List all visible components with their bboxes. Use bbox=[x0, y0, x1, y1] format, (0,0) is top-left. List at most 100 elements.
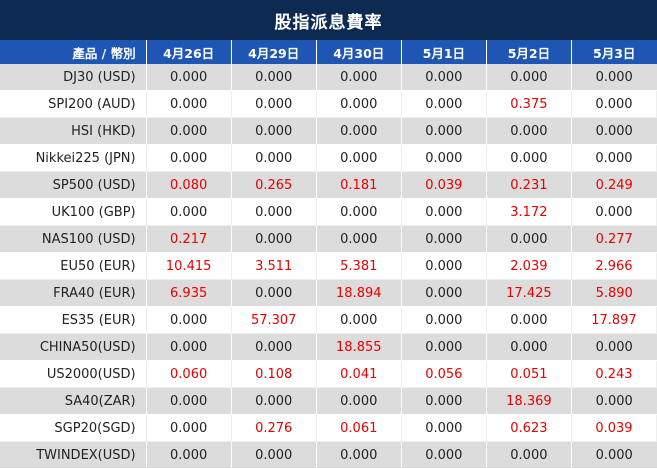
rate-cell: 5.381 bbox=[316, 252, 402, 280]
row-product-name: HSI (HKD) bbox=[0, 117, 147, 145]
rate-cell: 0.000 bbox=[401, 333, 487, 361]
rate-cell: 0.276 bbox=[231, 414, 317, 442]
rate-cell: 3.511 bbox=[231, 252, 317, 280]
rate-cell: 2.039 bbox=[486, 252, 572, 280]
table-row: SP500 (USD) 0.080 0.265 0.181 0.039 0.231 0.24… bbox=[0, 171, 657, 199]
dividend-table: 產品 / 幣別 4月26日 4月29日 4月30日 5月1日 5月2日 5月3日… bbox=[0, 40, 657, 469]
rate-cell: 0.000 bbox=[146, 198, 232, 226]
rate-cell: 0.000 bbox=[486, 117, 572, 145]
rate-cell: 0.060 bbox=[146, 360, 232, 388]
table-row: US2000(USD) 0.060 0.108 0.041 0.056 0.051 0.24… bbox=[0, 360, 657, 388]
row-product-name: FRA40 (EUR) bbox=[0, 279, 147, 307]
rate-cell: 3.172 bbox=[486, 198, 572, 226]
rate-cell: 0.181 bbox=[316, 171, 402, 199]
rate-cell: 0.000 bbox=[231, 333, 317, 361]
table-row: FRA40 (EUR) 6.935 0.000 18.894 0.000 17.425 5.… bbox=[0, 279, 657, 307]
table-row: Nikkei225 (JPN) 0.000 0.000 0.000 0.000 0.000… bbox=[0, 144, 657, 172]
rate-cell: 57.307 bbox=[231, 306, 317, 334]
table-row: ES35 (EUR) 0.000 57.307 0.000 0.000 0.000 17.8… bbox=[0, 306, 657, 334]
rate-cell: 0.000 bbox=[316, 90, 402, 118]
table-row: SA40(ZAR) 0.000 0.000 0.000 0.000 18.369 0.000 bbox=[0, 387, 657, 415]
rate-cell: 0.000 bbox=[401, 64, 487, 91]
rate-cell: 0.108 bbox=[231, 360, 317, 388]
rate-cell: 17.897 bbox=[571, 306, 657, 334]
row-product-name: NAS100 (USD) bbox=[0, 225, 147, 253]
table-header-row: 產品 / 幣別 4月26日 4月29日 4月30日 5月1日 5月2日 5月3日 bbox=[0, 40, 657, 64]
column-header-date: 5月3日 bbox=[571, 40, 657, 64]
table-row: CHINA50(USD) 0.000 0.000 18.855 0.000 0.000 0.… bbox=[0, 333, 657, 361]
rate-cell: 0.249 bbox=[571, 171, 657, 199]
table-row: EU50 (EUR) 10.415 3.511 5.381 0.000 2.039 2.96… bbox=[0, 252, 657, 280]
rate-cell: 0.000 bbox=[571, 117, 657, 145]
column-header-date: 5月2日 bbox=[486, 40, 572, 64]
rate-cell: 0.000 bbox=[316, 117, 402, 145]
row-product-name: SP500 (USD) bbox=[0, 171, 147, 199]
rate-cell: 0.000 bbox=[146, 117, 232, 145]
rate-cell: 0.000 bbox=[401, 117, 487, 145]
rate-cell: 6.935 bbox=[146, 279, 232, 307]
rate-cell: 0.623 bbox=[486, 414, 572, 442]
rate-cell: 0.080 bbox=[146, 171, 232, 199]
rate-cell: 0.051 bbox=[486, 360, 572, 388]
rate-cell: 0.041 bbox=[316, 360, 402, 388]
column-header-date: 4月26日 bbox=[146, 40, 232, 64]
row-product-name: TWINDEX(USD) bbox=[0, 441, 147, 469]
rate-cell: 0.000 bbox=[571, 333, 657, 361]
row-product-name: US2000(USD) bbox=[0, 360, 147, 388]
rate-cell: 0.000 bbox=[486, 144, 572, 172]
rate-cell: 10.415 bbox=[146, 252, 232, 280]
rate-cell: 0.000 bbox=[401, 198, 487, 226]
row-product-name: Nikkei225 (JPN) bbox=[0, 144, 147, 172]
row-product-name: CHINA50(USD) bbox=[0, 333, 147, 361]
rate-cell: 0.000 bbox=[316, 64, 402, 91]
table-row: UK100 (GBP) 0.000 0.000 0.000 0.000 3.172 0.00… bbox=[0, 198, 657, 226]
rate-cell: 0.000 bbox=[146, 333, 232, 361]
rate-cell: 0.000 bbox=[486, 441, 572, 469]
rate-cell: 0.375 bbox=[486, 90, 572, 118]
rate-cell: 0.231 bbox=[486, 171, 572, 199]
table-row: SGP20(SGD) 0.000 0.276 0.061 0.000 0.623 0.039 bbox=[0, 414, 657, 442]
rate-cell: 0.000 bbox=[231, 198, 317, 226]
rate-cell: 0.000 bbox=[401, 387, 487, 415]
rate-cell: 0.265 bbox=[231, 171, 317, 199]
rate-cell: 0.000 bbox=[146, 387, 232, 415]
rate-cell: 0.000 bbox=[486, 333, 572, 361]
rate-cell: 0.000 bbox=[231, 441, 317, 469]
row-product-name: EU50 (EUR) bbox=[0, 252, 147, 280]
rate-cell: 5.890 bbox=[571, 279, 657, 307]
row-product-name: DJ30 (USD) bbox=[0, 64, 147, 91]
table-row: TWINDEX(USD) 0.000 0.000 0.000 0.000 0.000 0.0… bbox=[0, 441, 657, 469]
column-header-date: 4月30日 bbox=[316, 40, 402, 64]
rate-cell: 0.000 bbox=[231, 279, 317, 307]
rate-cell: 0.039 bbox=[571, 414, 657, 442]
rate-cell: 0.000 bbox=[316, 387, 402, 415]
table-row: DJ30 (USD) 0.000 0.000 0.000 0.000 0.000 0.000 bbox=[0, 64, 657, 91]
rate-cell: 0.000 bbox=[486, 306, 572, 334]
rate-cell: 0.000 bbox=[401, 225, 487, 253]
rate-cell: 0.000 bbox=[231, 64, 317, 91]
rate-cell: 0.000 bbox=[571, 198, 657, 226]
rate-cell: 0.000 bbox=[316, 198, 402, 226]
rate-cell: 0.000 bbox=[401, 414, 487, 442]
rate-cell: 0.000 bbox=[571, 64, 657, 91]
rate-cell: 0.000 bbox=[401, 90, 487, 118]
rate-cell: 2.966 bbox=[571, 252, 657, 280]
rate-cell: 18.855 bbox=[316, 333, 402, 361]
rate-cell: 0.000 bbox=[146, 64, 232, 91]
rate-cell: 0.243 bbox=[571, 360, 657, 388]
rate-cell: 0.000 bbox=[146, 306, 232, 334]
rate-cell: 18.369 bbox=[486, 387, 572, 415]
rate-cell: 0.000 bbox=[571, 144, 657, 172]
rate-cell: 0.000 bbox=[571, 90, 657, 118]
rate-cell: 0.000 bbox=[316, 306, 402, 334]
rate-cell: 0.000 bbox=[231, 387, 317, 415]
rate-cell: 0.000 bbox=[401, 279, 487, 307]
rate-cell: 0.000 bbox=[401, 252, 487, 280]
column-header-product: 產品 / 幣別 bbox=[0, 40, 147, 64]
rate-cell: 0.000 bbox=[401, 441, 487, 469]
rate-cell: 0.000 bbox=[486, 64, 572, 91]
rate-cell: 0.000 bbox=[231, 90, 317, 118]
rate-cell: 0.000 bbox=[146, 90, 232, 118]
rate-cell: 0.056 bbox=[401, 360, 487, 388]
